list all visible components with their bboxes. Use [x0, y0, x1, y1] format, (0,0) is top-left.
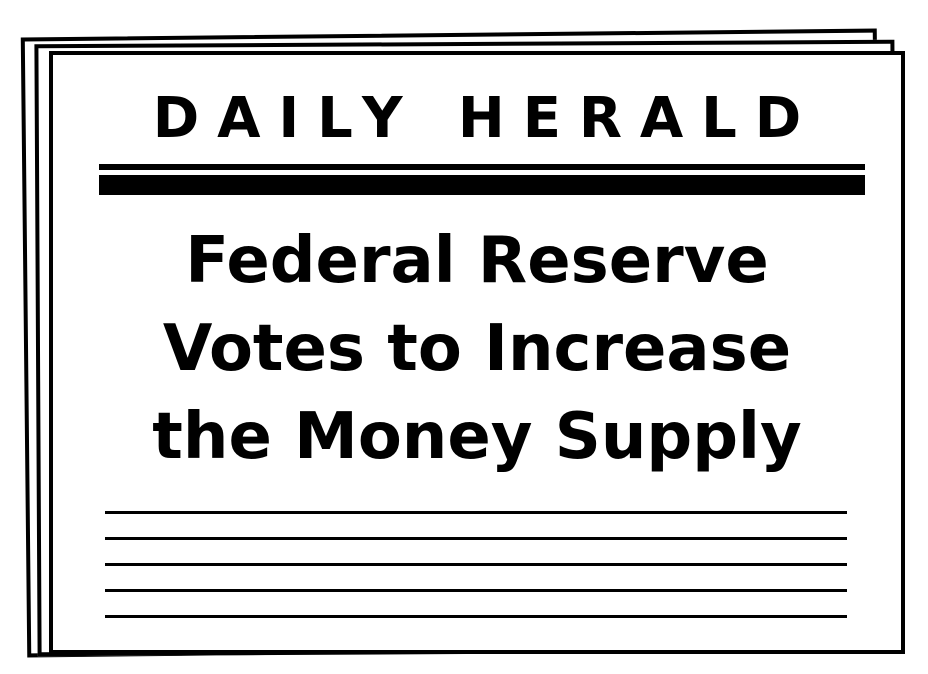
body-text-line — [105, 511, 847, 514]
headline-line-3: the Money Supply — [152, 400, 802, 474]
headline: Federal Reserve Votes to Increase the Mo… — [53, 217, 901, 481]
newspaper-front-page: DAILY HERALD Federal Reserve Votes to In… — [49, 51, 905, 654]
masthead-rule-thick — [99, 175, 865, 195]
headline-line-2: Votes to Increase — [162, 312, 792, 386]
masthead-title: DAILY HERALD — [152, 86, 820, 151]
body-text-line — [105, 615, 847, 618]
body-text-line — [105, 537, 847, 540]
body-text-line — [105, 589, 847, 592]
headline-line-1: Federal Reserve — [185, 224, 769, 298]
masthead-rule-thin — [99, 164, 865, 170]
body-text-line — [105, 563, 847, 566]
